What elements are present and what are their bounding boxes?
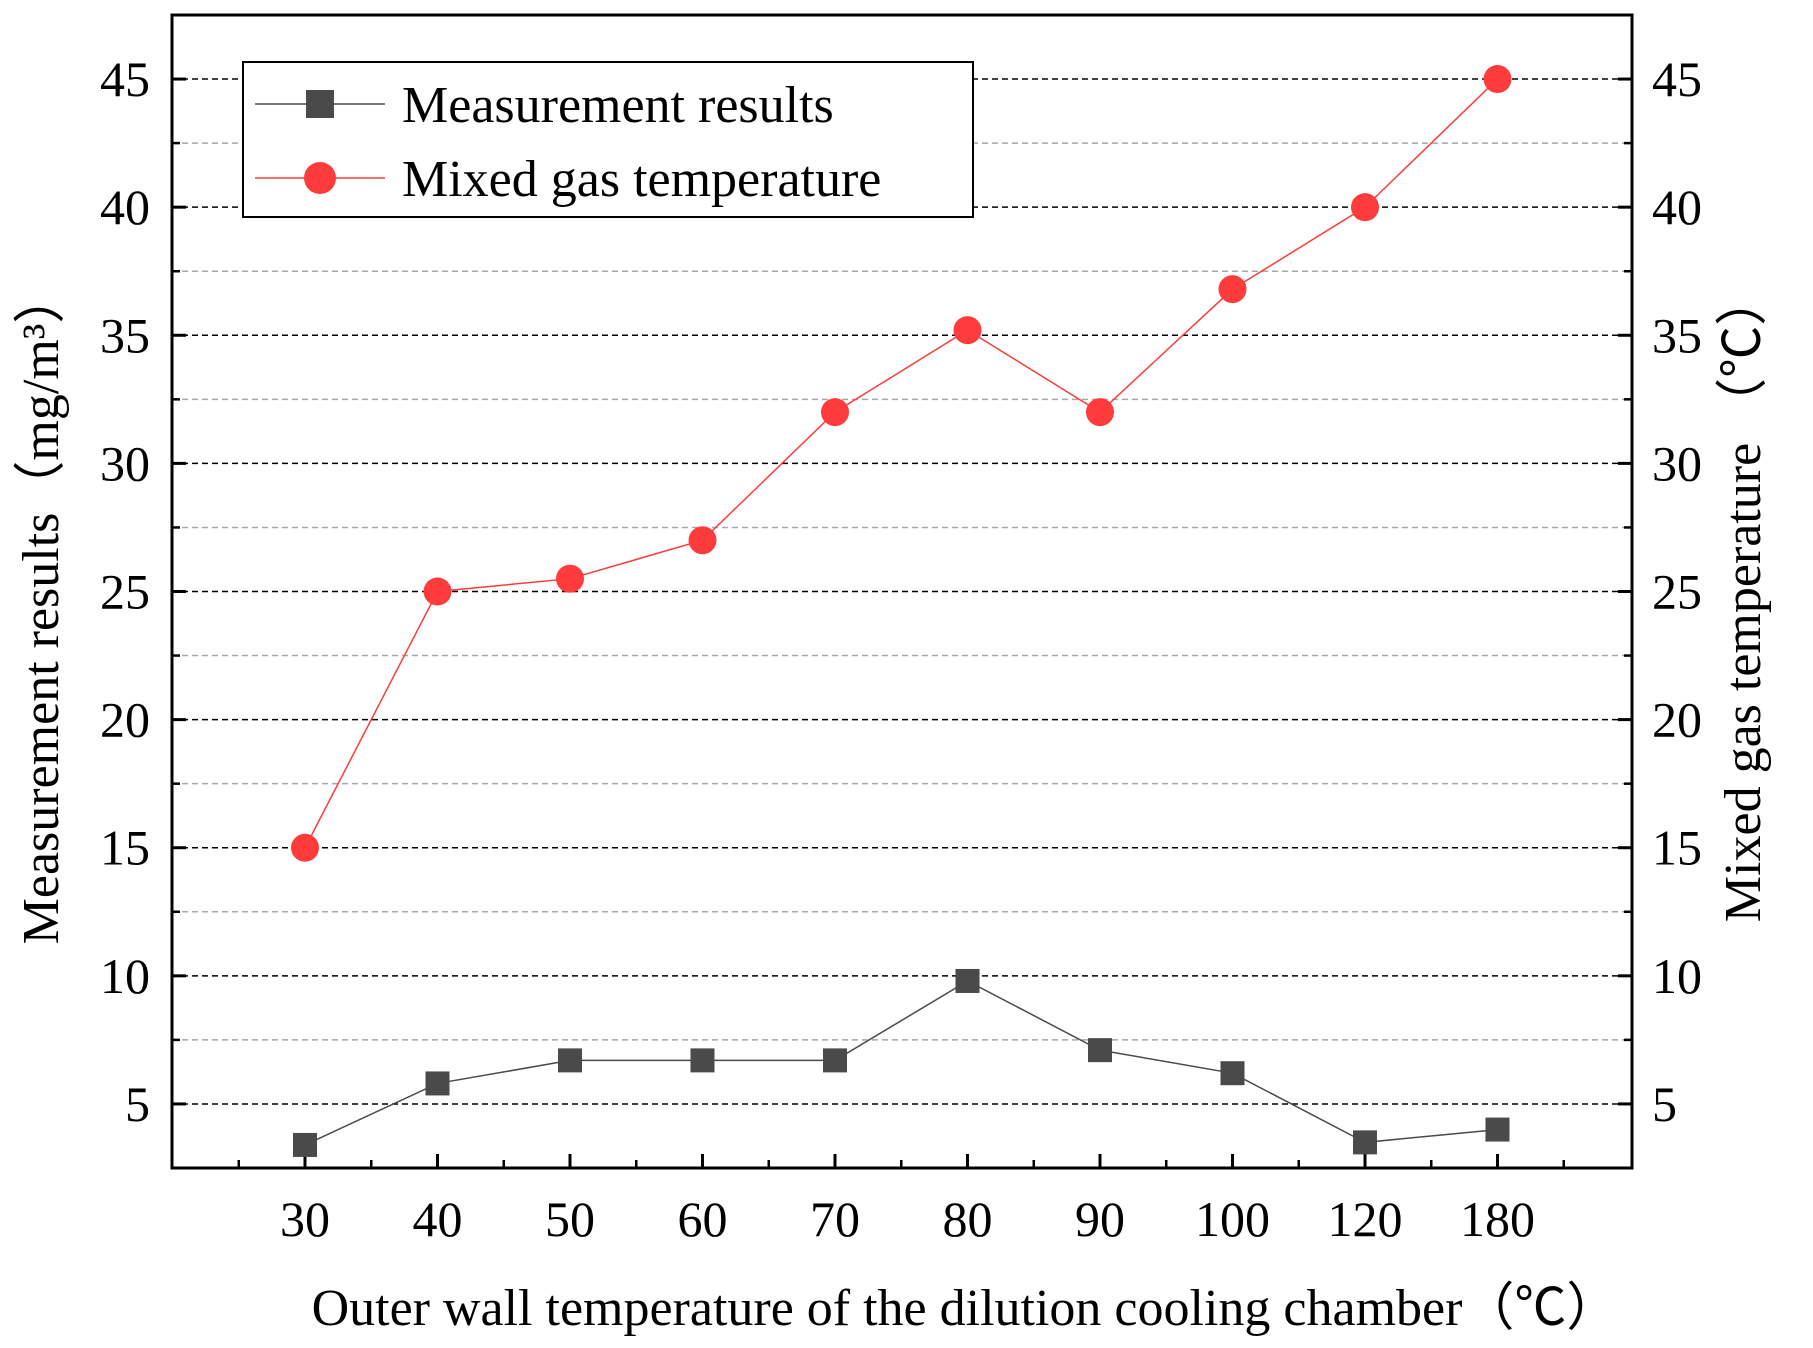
data-point-circle <box>1086 398 1114 427</box>
x-tick-label: 180 <box>1460 1191 1535 1247</box>
x-tick-label: 50 <box>545 1191 595 1247</box>
legend: Measurement results Mixed gas temperatur… <box>242 61 974 218</box>
data-point-square <box>558 1048 582 1073</box>
data-point-circle <box>1483 65 1512 94</box>
y-right-tick-label: 30 <box>1652 435 1702 491</box>
data-point-circle <box>423 577 452 606</box>
data-point-square <box>823 1048 847 1073</box>
data-point-circle <box>1218 275 1247 304</box>
x-tick-label: 40 <box>413 1191 463 1247</box>
y-axis-title-left: Measurement results（mg/m³） <box>13 272 70 945</box>
data-point-circle <box>1351 193 1379 222</box>
y-left-tick-label: 30 <box>100 435 150 491</box>
data-point-square <box>1353 1130 1377 1155</box>
y-right-tick-label: 20 <box>1652 692 1702 748</box>
y-left-tick-label: 40 <box>100 179 150 235</box>
x-axis-title: Outer wall temperature of the dilution c… <box>312 1280 1619 1337</box>
y-right-tick-label: 40 <box>1652 179 1702 235</box>
legend-label-measurement: Measurement results <box>402 77 834 134</box>
x-tick-label: 80 <box>943 1191 993 1247</box>
y-right-tick-label: 45 <box>1652 51 1702 107</box>
y-right-tick-label: 15 <box>1652 820 1702 876</box>
data-point-circle <box>953 316 982 345</box>
data-point-square <box>1220 1061 1245 1086</box>
series-layer <box>291 65 1512 1157</box>
x-tick-label: 120 <box>1328 1191 1403 1247</box>
legend-marker-temperature <box>304 162 336 194</box>
y-left-tick-label: 45 <box>100 51 150 107</box>
data-point-circle <box>291 833 319 862</box>
y-left-tick-label: 10 <box>100 948 150 1004</box>
legend-marker-measurement <box>306 90 334 118</box>
series-line-0 <box>304 980 1498 1146</box>
series-line-1 <box>304 78 1499 849</box>
legend-box <box>242 61 974 218</box>
y-right-tick-label: 25 <box>1652 564 1702 620</box>
data-point-square <box>425 1071 450 1096</box>
y-left-tick-label: 25 <box>100 564 150 620</box>
y-right-tick-label: 10 <box>1652 948 1702 1004</box>
x-tick-label: 60 <box>678 1191 728 1247</box>
data-point-square <box>955 968 980 993</box>
x-tick-label: 30 <box>280 1191 330 1247</box>
y-left-tick-label: 35 <box>100 307 150 363</box>
y-left-tick-label: 15 <box>100 820 150 876</box>
y-right-tick-label: 35 <box>1652 307 1702 363</box>
y-left-tick-label: 20 <box>100 692 150 748</box>
data-point-circle <box>688 526 717 555</box>
y-left-tick-label: 5 <box>125 1076 150 1132</box>
data-point-square <box>293 1132 317 1157</box>
x-tick-label: 90 <box>1075 1191 1125 1247</box>
y-axis-title-right: Mixed gas temperature （℃） <box>1715 274 1772 922</box>
data-point-circle <box>821 398 849 427</box>
data-point-square <box>1485 1117 1510 1142</box>
x-tick-label: 70 <box>810 1191 860 1247</box>
y-right-tick-label: 5 <box>1652 1076 1677 1132</box>
data-point-square <box>1088 1038 1112 1063</box>
data-point-circle <box>556 564 584 593</box>
legend-label-temperature: Mixed gas temperature <box>402 151 881 208</box>
data-point-square <box>690 1048 715 1073</box>
x-tick-label: 100 <box>1195 1191 1270 1247</box>
tick-layer: 5 5 10 10 15 15 20 20 25 25 30 30 35 35 40 40 45 45 30 40 50… <box>100 51 1702 1247</box>
